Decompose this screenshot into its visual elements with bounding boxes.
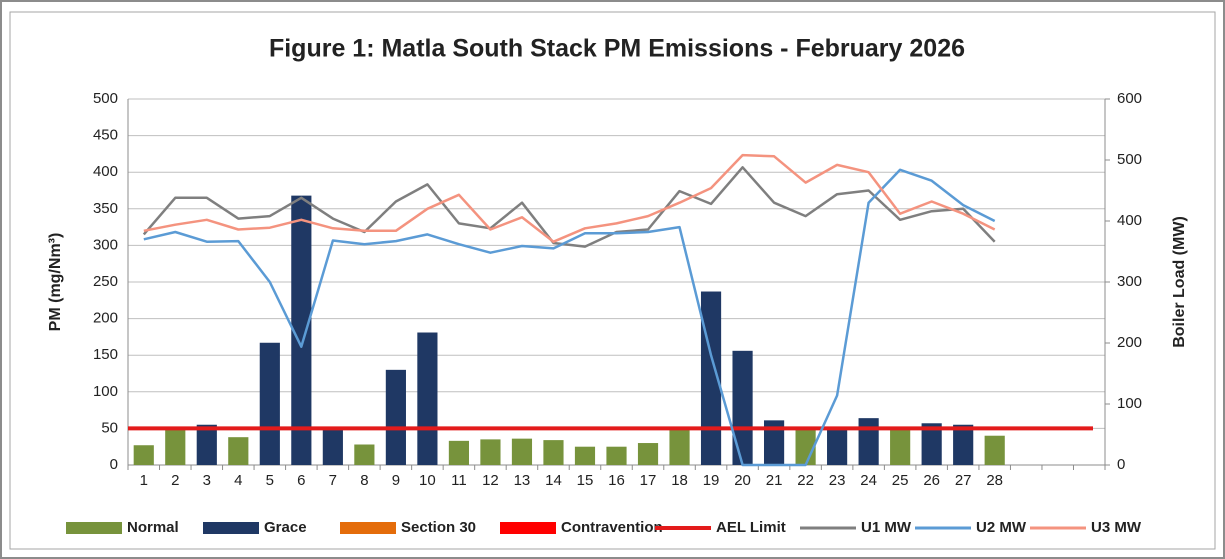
x-tick-label: 21	[766, 472, 783, 489]
y-tick-label: 150	[93, 346, 118, 363]
y2-tick-label: 500	[1117, 151, 1142, 168]
bar	[448, 440, 470, 465]
y-tick-label: 100	[93, 383, 118, 400]
x-tick-label: 20	[734, 472, 751, 489]
legend-swatch	[500, 522, 556, 534]
x-tick-label: 27	[955, 472, 972, 489]
y2-tick-label: 400	[1117, 212, 1142, 229]
legend-swatch	[340, 522, 396, 534]
x-tick-label: 12	[482, 472, 499, 489]
legend-label: U2 MW	[976, 519, 1027, 536]
legend-swatch	[203, 522, 259, 534]
y2-tick-label: 300	[1117, 273, 1142, 290]
bar	[858, 418, 879, 465]
y-tick-label: 450	[93, 127, 118, 144]
y-tick-label: 400	[93, 163, 118, 180]
bar	[511, 438, 533, 465]
y-tick-label: 350	[93, 200, 118, 217]
bar	[606, 446, 627, 465]
y2-tick-label: 0	[1117, 456, 1125, 473]
bar	[953, 424, 974, 465]
x-tick-label: 14	[545, 472, 562, 489]
y-tick-label: 200	[93, 310, 118, 327]
x-tick-label: 15	[577, 472, 594, 489]
x-tick-label: 13	[514, 472, 531, 489]
x-tick-label: 25	[892, 472, 909, 489]
bar	[574, 446, 596, 465]
legend-label: Contravention	[561, 519, 663, 536]
legend-label: U1 MW	[861, 519, 912, 536]
legend-label: Normal	[127, 519, 179, 536]
legend-label: AEL Limit	[716, 519, 786, 536]
x-tick-label: 10	[419, 472, 436, 489]
legend-swatch	[66, 522, 122, 534]
x-tick-label: 28	[986, 472, 1003, 489]
legend-label: Grace	[264, 519, 307, 536]
x-tick-label: 24	[860, 472, 877, 489]
x-tick-label: 4	[234, 472, 242, 489]
bar	[763, 420, 785, 465]
y2-tick-label: 200	[1117, 334, 1142, 351]
legend-label: U3 MW	[1091, 519, 1142, 536]
y2-tick-label: 100	[1117, 395, 1142, 412]
bar	[669, 428, 690, 465]
x-tick-label: 18	[671, 472, 688, 489]
y-tick-label: 0	[110, 456, 118, 473]
bar	[228, 437, 249, 465]
y2-axis-title: Boiler Load (MW)	[1171, 216, 1188, 348]
x-tick-label: 9	[392, 472, 400, 489]
bar	[417, 332, 438, 465]
bar	[322, 428, 343, 465]
y-tick-label: 500	[93, 90, 118, 107]
bar	[827, 428, 848, 465]
bar	[385, 369, 406, 465]
y-tick-label: 300	[93, 236, 118, 253]
x-tick-label: 3	[203, 472, 211, 489]
y-tick-label: 250	[93, 273, 118, 290]
x-tick-label: 6	[297, 472, 305, 489]
bar	[637, 443, 659, 465]
x-tick-label: 11	[451, 472, 467, 489]
line	[143, 168, 996, 467]
bar	[354, 444, 375, 465]
bar	[732, 350, 753, 465]
y-tick-label: 50	[101, 419, 118, 436]
bar	[133, 445, 154, 465]
bar	[196, 424, 217, 465]
x-tick-label: 1	[140, 472, 148, 489]
line	[142, 166, 996, 248]
x-tick-label: 16	[608, 472, 625, 489]
y2-tick-label: 600	[1117, 90, 1142, 107]
bar	[984, 435, 1005, 465]
legend-label: Section 30	[401, 519, 476, 536]
x-tick-label: 2	[171, 472, 179, 489]
chart-title: Figure 1: Matla South Stack PM Emissions…	[269, 35, 965, 63]
y-axis-title: PM (mg/Nm³)	[47, 233, 64, 332]
x-tick-label: 26	[923, 472, 940, 489]
line	[143, 153, 996, 243]
x-tick-label: 7	[329, 472, 337, 489]
bar	[165, 428, 186, 465]
bar	[543, 440, 564, 465]
x-tick-label: 5	[266, 472, 274, 489]
bar	[259, 342, 280, 465]
bar	[480, 439, 501, 465]
bar	[921, 423, 942, 465]
bar	[890, 428, 911, 465]
x-tick-label: 23	[829, 472, 846, 489]
x-tick-label: 22	[797, 472, 814, 489]
bar	[291, 195, 312, 465]
x-tick-label: 8	[360, 472, 368, 489]
x-tick-label: 17	[640, 472, 657, 489]
x-tick-label: 19	[703, 472, 720, 489]
